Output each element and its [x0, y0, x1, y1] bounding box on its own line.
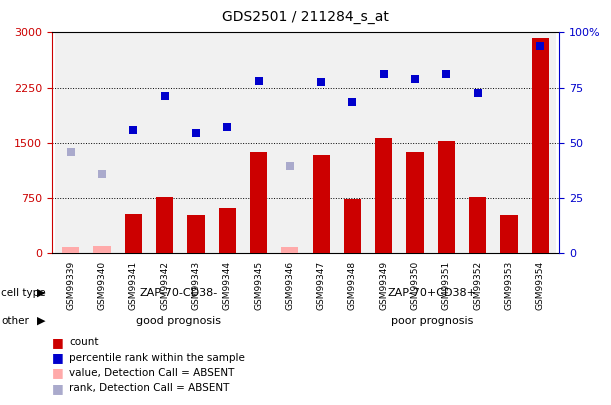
Text: other: other [1, 316, 29, 326]
Bar [337, 32, 368, 253]
Bar [532, 38, 549, 253]
Text: ■: ■ [52, 382, 64, 395]
Text: count: count [69, 337, 98, 347]
Bar [500, 215, 518, 253]
Text: ZAP-70-CD38-: ZAP-70-CD38- [139, 288, 218, 298]
Bar [368, 32, 400, 253]
Bar [431, 32, 462, 253]
Bar [55, 32, 86, 253]
Bar [118, 32, 149, 253]
Text: ▶: ▶ [37, 316, 45, 326]
Bar [469, 197, 486, 253]
Text: cell type: cell type [1, 288, 46, 298]
Text: good prognosis: good prognosis [136, 316, 221, 326]
Bar [406, 151, 423, 253]
Bar [437, 141, 455, 253]
Text: GDS2501 / 211284_s_at: GDS2501 / 211284_s_at [222, 10, 389, 24]
Bar [86, 32, 118, 253]
Bar [525, 32, 556, 253]
Bar [344, 199, 361, 253]
Text: ▶: ▶ [37, 288, 45, 298]
Bar [243, 32, 274, 253]
Bar [149, 32, 180, 253]
Bar [306, 32, 337, 253]
Bar [180, 32, 211, 253]
Text: percentile rank within the sample: percentile rank within the sample [69, 353, 245, 362]
Bar [400, 32, 431, 253]
Bar [493, 32, 525, 253]
Text: ■: ■ [52, 367, 64, 379]
Text: rank, Detection Call = ABSENT: rank, Detection Call = ABSENT [69, 384, 229, 393]
Text: ZAP-70+CD38+: ZAP-70+CD38+ [388, 288, 477, 298]
Bar [219, 207, 236, 253]
Text: ■: ■ [52, 336, 64, 349]
Bar [274, 32, 306, 253]
Text: value, Detection Call = ABSENT: value, Detection Call = ABSENT [69, 368, 235, 378]
Text: ■: ■ [52, 351, 64, 364]
Bar [313, 155, 330, 253]
Bar [188, 215, 205, 253]
Bar [211, 32, 243, 253]
Bar [62, 247, 79, 253]
Bar [125, 214, 142, 253]
Bar [281, 247, 298, 253]
Bar [93, 246, 111, 253]
Bar [462, 32, 493, 253]
Bar [250, 151, 267, 253]
Text: poor prognosis: poor prognosis [391, 316, 474, 326]
Bar [375, 139, 392, 253]
Bar [156, 197, 174, 253]
